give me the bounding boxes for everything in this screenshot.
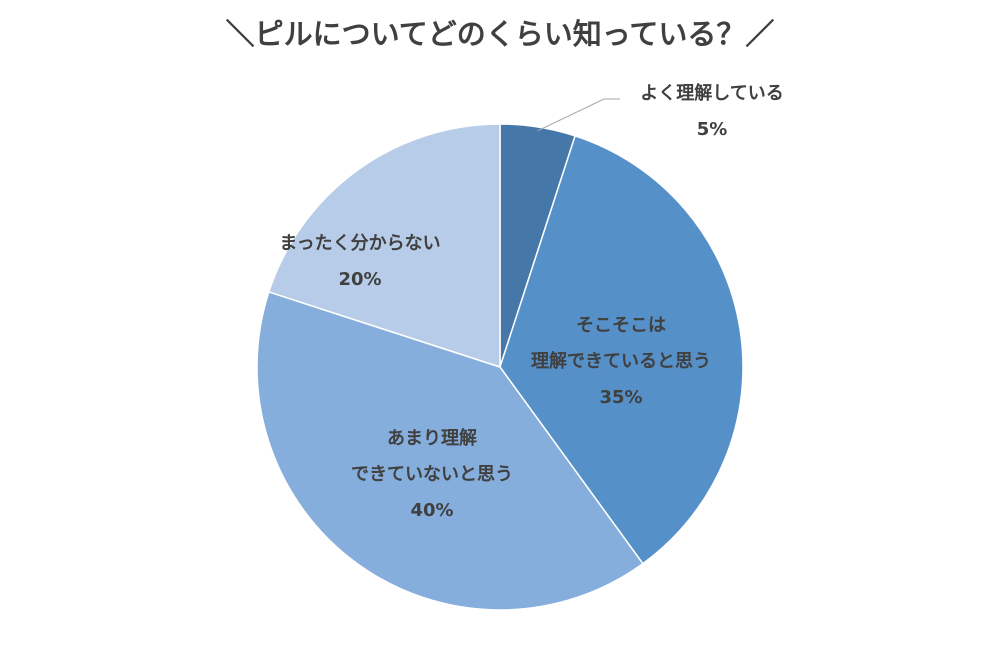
- data-label-category-2: そこそこは: [576, 315, 666, 336]
- data-label-category-4: まったく分からない: [279, 233, 440, 254]
- pie-slice-3: [256, 290, 644, 611]
- data-label-category-3: できていないと思う: [351, 464, 513, 485]
- data-label-category-1: よく理解している: [640, 82, 783, 104]
- pie-slices: [256, 123, 744, 611]
- data-label-value-3: 40%: [410, 500, 453, 521]
- chart-title: ＼ピルについてどのくらい知っている？／: [226, 17, 775, 51]
- leader-line-1: [537, 98, 620, 132]
- pie-slice-4: [267, 123, 501, 369]
- data-label-value-4: 20%: [338, 269, 381, 290]
- data-label-category-3: あまり理解: [387, 427, 477, 449]
- pie-slice-2: [499, 134, 744, 565]
- leader-lines: [537, 98, 620, 132]
- data-label-category-2: 理解できていると思う: [531, 350, 711, 372]
- data-label-value-1: 5%: [697, 119, 728, 140]
- data-label-value-2: 35%: [599, 387, 642, 408]
